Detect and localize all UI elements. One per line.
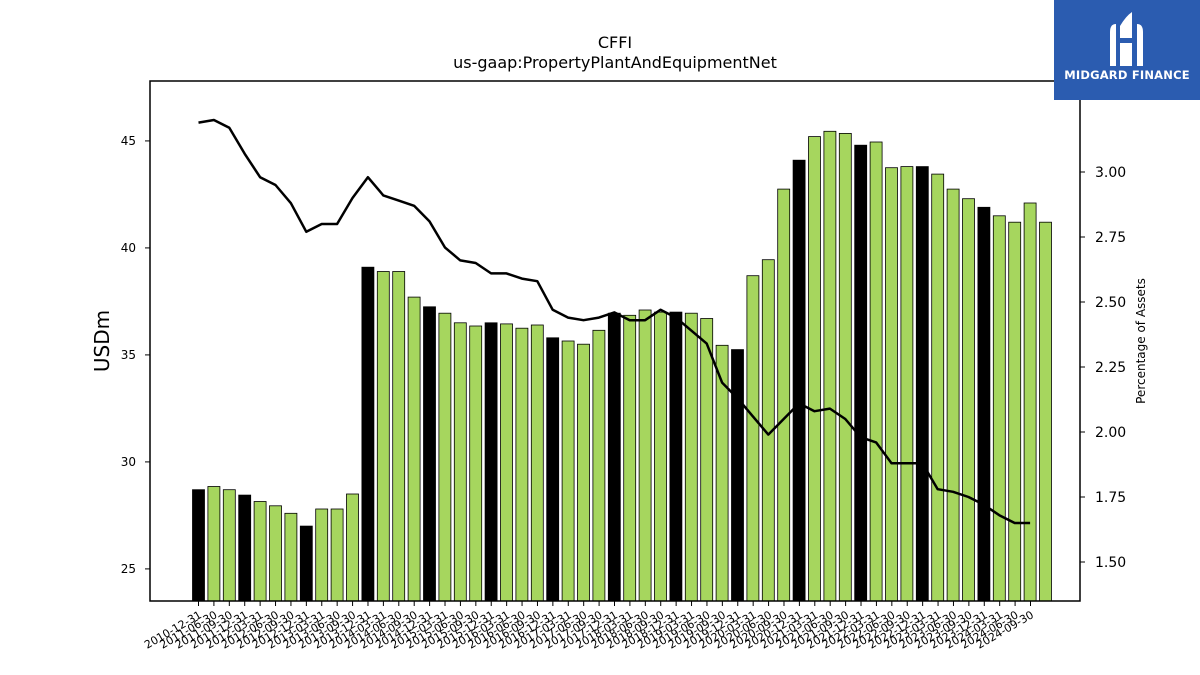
bar	[192, 489, 205, 602]
x-axis: 2010-12-312011-06-302011-09-302011-12-31…	[142, 601, 1036, 652]
bar	[869, 141, 883, 602]
bar	[423, 306, 436, 602]
bar	[992, 215, 1006, 602]
series-line	[198, 118, 1031, 525]
bar	[746, 275, 760, 602]
bar	[515, 327, 529, 602]
bar	[607, 312, 621, 602]
bar	[238, 494, 252, 602]
bar	[469, 325, 483, 602]
y-tick-label: 35	[121, 348, 136, 362]
bar	[269, 505, 282, 602]
y2-tick-label: 2.25	[1095, 360, 1126, 376]
bar	[792, 159, 806, 602]
bar	[915, 166, 929, 602]
bar	[253, 501, 267, 602]
chart-subtitle: us-gaap:PropertyPlantAndEquipmentNet	[453, 53, 777, 72]
y2-tick-label: 3.00	[1095, 165, 1126, 181]
bar	[885, 167, 898, 602]
y2-tick-label: 1.50	[1095, 555, 1126, 571]
y2-axis-label: Percentage of Assets	[1134, 278, 1148, 404]
bar	[376, 271, 390, 602]
y-tick-label: 30	[121, 455, 136, 469]
bar	[684, 312, 698, 602]
bar	[592, 329, 606, 602]
y-tick-label: 25	[121, 562, 136, 576]
bar	[700, 318, 714, 602]
bars-layer	[192, 130, 1052, 602]
bar	[1039, 221, 1052, 602]
bar	[669, 311, 683, 602]
y-axis-right: 1.50 1.75 2.00 2.25 2.50 2.75 3.00	[1080, 165, 1126, 571]
bar	[561, 340, 575, 602]
bar	[546, 337, 560, 602]
y2-tick-label: 2.75	[1095, 230, 1126, 246]
y-tick-label: 40	[121, 241, 136, 255]
logo-mark-icon	[1110, 12, 1143, 66]
bar	[222, 489, 236, 602]
bar	[946, 188, 960, 602]
midgard-finance-logo: MIDGARD FINANCE	[1054, 0, 1200, 100]
bar	[284, 512, 298, 602]
bar	[453, 322, 467, 602]
bar	[500, 323, 513, 602]
y-axis-label: USDm	[90, 310, 114, 372]
logo-text: MIDGARD FINANCE	[1064, 68, 1190, 82]
bar	[977, 206, 991, 602]
bar	[638, 309, 652, 602]
bar	[931, 173, 945, 602]
y-tick-label: 45	[121, 134, 136, 148]
bar	[838, 132, 852, 602]
bar	[407, 296, 421, 602]
bar	[654, 311, 667, 602]
bar	[808, 136, 821, 602]
y-axis-left: 25 30 35 40 45	[121, 134, 150, 576]
bar	[731, 349, 744, 602]
bar	[330, 508, 344, 602]
bar	[623, 314, 637, 602]
bar	[1023, 202, 1037, 602]
bar	[777, 188, 791, 602]
bar	[299, 525, 313, 602]
bar	[315, 508, 329, 602]
y2-tick-label: 1.75	[1095, 490, 1126, 506]
y2-tick-label: 2.50	[1095, 295, 1126, 311]
y2-tick-label: 2.00	[1095, 425, 1126, 441]
bar	[854, 144, 868, 602]
bar	[392, 271, 406, 602]
bar	[361, 266, 375, 602]
line-layer	[198, 118, 1031, 525]
bar	[530, 324, 544, 602]
bar	[577, 343, 590, 602]
chart-title: CFFI	[598, 33, 632, 52]
bar	[962, 198, 975, 602]
bar	[1008, 221, 1022, 602]
bar	[484, 322, 498, 602]
bar	[346, 493, 359, 602]
bar	[207, 486, 221, 602]
bar	[823, 130, 837, 602]
bar	[438, 312, 452, 602]
bar	[900, 166, 914, 602]
